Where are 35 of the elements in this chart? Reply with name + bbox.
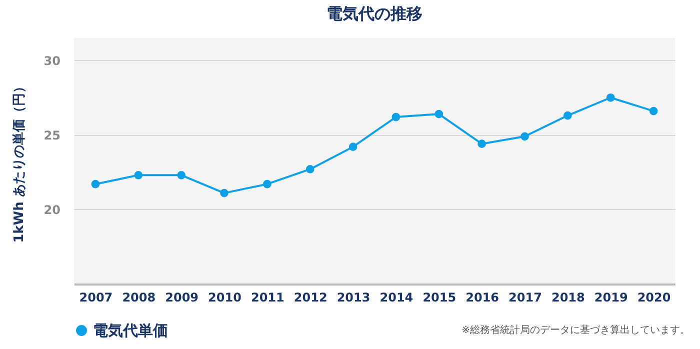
x-tick-label: 2010 <box>208 290 242 304</box>
y-tick-label: 20 <box>44 202 60 217</box>
point <box>91 180 100 188</box>
point <box>262 180 272 188</box>
text: ※総務省統計局のデータに基づき算出しています。 <box>462 324 690 337</box>
x-tick-label: 2020 <box>637 290 671 304</box>
x-tick-label: 2019 <box>594 290 628 304</box>
point <box>177 170 186 180</box>
point <box>220 188 228 198</box>
point <box>134 170 143 180</box>
point <box>478 140 486 148</box>
point <box>392 112 400 122</box>
x-tick-label: 2014 <box>380 290 414 304</box>
point <box>520 132 529 141</box>
x-tick-label: 2012 <box>294 290 328 304</box>
x-tick-label: 2008 <box>122 290 156 304</box>
x-tick-label: 2018 <box>551 290 585 304</box>
y-tick-label: 25 <box>44 128 60 142</box>
point <box>649 106 658 116</box>
x-tick-label: 2007 <box>79 290 113 304</box>
legend-label: 電気代単価 <box>93 322 168 340</box>
point <box>563 111 572 120</box>
x-tick-label: 2011 <box>250 290 284 304</box>
x-tick-label: 2009 <box>165 290 199 304</box>
x-tick-label: 2015 <box>422 290 456 304</box>
x-tick-label: 2016 <box>466 290 500 304</box>
point <box>434 110 444 118</box>
chart-title: 電気代の推移 <box>326 4 422 23</box>
y-axis-title: 1kWh あたりの単価（円） <box>12 80 27 243</box>
point <box>306 165 314 174</box>
y-tick-label: 30 <box>44 54 60 68</box>
point <box>606 93 615 102</box>
x-tick-label: 2013 <box>336 290 370 304</box>
x-tick-label: 2017 <box>508 290 542 304</box>
point <box>348 142 358 152</box>
